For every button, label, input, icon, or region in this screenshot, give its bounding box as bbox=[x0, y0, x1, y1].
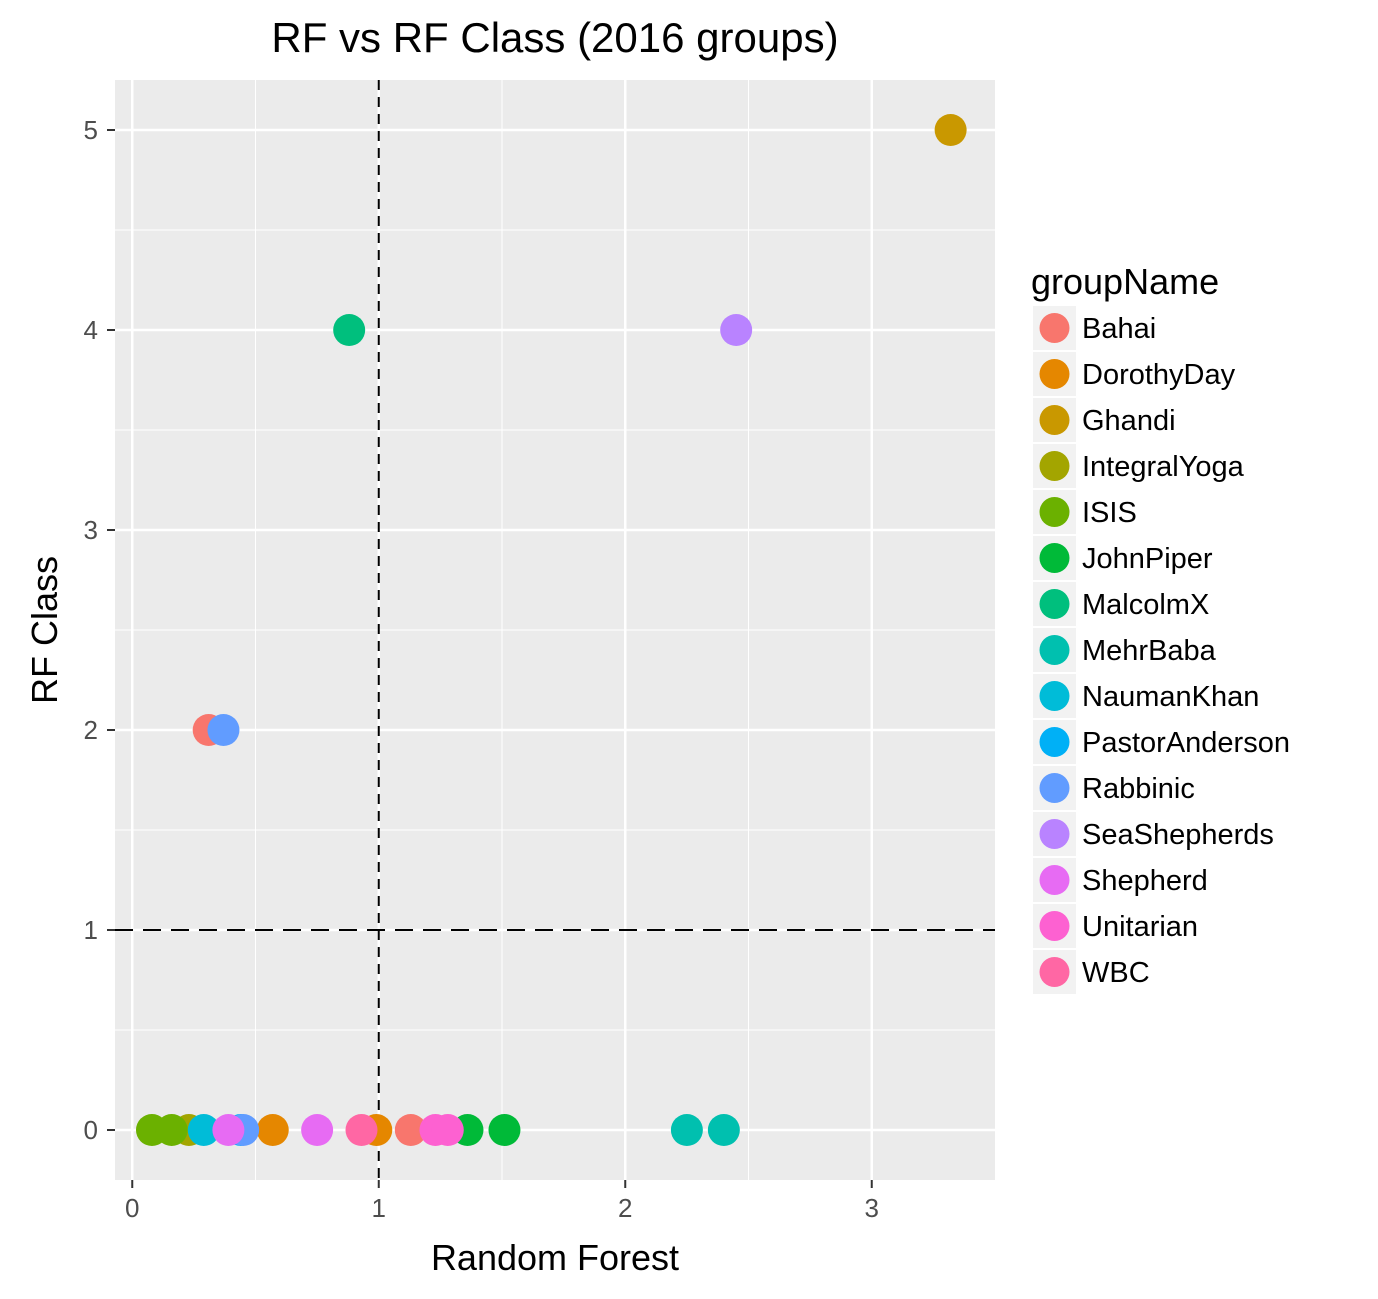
legend-label: MehrBaba bbox=[1082, 635, 1217, 667]
legend-key-rabbinic bbox=[1039, 773, 1070, 803]
data-point-shepherd bbox=[301, 1114, 334, 1146]
legend-key-isis bbox=[1039, 497, 1070, 527]
legend-key-dorothyday bbox=[1039, 359, 1070, 389]
data-point-mehrbaba bbox=[707, 1114, 740, 1146]
legend-key-seashepherds bbox=[1039, 819, 1070, 849]
data-point-mehrbaba bbox=[670, 1114, 703, 1146]
x-tick-label: 2 bbox=[618, 1193, 632, 1223]
data-point-johnpiper bbox=[488, 1114, 521, 1146]
y-tick-label: 2 bbox=[84, 715, 98, 745]
legend-label: PastorAnderson bbox=[1082, 727, 1290, 759]
x-axis-title: Random Forest bbox=[431, 1237, 679, 1278]
y-tick-label: 1 bbox=[84, 915, 98, 945]
legend-key-malcolmx bbox=[1039, 589, 1070, 619]
legend-key-integralyoga bbox=[1039, 451, 1070, 481]
legend-key-shepherd bbox=[1039, 865, 1070, 895]
y-tick-label: 5 bbox=[84, 115, 98, 145]
legend-key-naumankhan bbox=[1039, 681, 1070, 711]
legend-items: Bahai DorothyDay Ghandi IntegralYoga ISIS Joh… bbox=[1033, 306, 1290, 994]
data-point-malcolmx bbox=[333, 314, 366, 346]
y-axis: 0 1 2 3 4 5 bbox=[84, 115, 115, 1145]
legend: groupName Bahai DorothyDay Ghandi IntegralY… bbox=[1031, 261, 1290, 994]
data-point-unitarian bbox=[431, 1114, 464, 1146]
data-point-wbc bbox=[345, 1114, 378, 1146]
data-point-rabbinic bbox=[207, 714, 240, 746]
legend-label: IntegralYoga bbox=[1082, 451, 1245, 483]
legend-key-ghandi bbox=[1039, 405, 1070, 435]
data-point-ghandi bbox=[934, 114, 967, 146]
legend-label: Bahai bbox=[1082, 313, 1156, 345]
data-point-seashepherds bbox=[720, 314, 753, 346]
data-point-naumankhan bbox=[187, 1114, 220, 1146]
x-tick-label: 1 bbox=[372, 1193, 386, 1223]
legend-label: DorothyDay bbox=[1082, 359, 1236, 391]
legend-label: ISIS bbox=[1082, 497, 1137, 529]
legend-key-pastoranderson bbox=[1039, 727, 1070, 757]
legend-label: MalcolmX bbox=[1082, 589, 1209, 621]
x-axis: 0 1 2 3 bbox=[125, 1180, 879, 1223]
legend-key-wbc bbox=[1039, 957, 1070, 987]
data-point-dorothyday bbox=[256, 1114, 289, 1146]
legend-key-unitarian bbox=[1039, 911, 1070, 941]
reference-lines bbox=[115, 80, 995, 1180]
legend-label: SeaShepherds bbox=[1082, 819, 1274, 851]
legend-key-bahai bbox=[1039, 313, 1070, 343]
legend-key-mehrbaba bbox=[1039, 635, 1070, 665]
legend-label: Ghandi bbox=[1082, 405, 1176, 437]
legend-label: NaumanKhan bbox=[1082, 681, 1259, 713]
data-point-isis bbox=[155, 1114, 188, 1146]
data-points bbox=[135, 114, 967, 1146]
y-tick-label: 4 bbox=[84, 315, 98, 345]
y-tick-label: 0 bbox=[84, 1115, 98, 1145]
legend-label: WBC bbox=[1082, 957, 1150, 989]
data-point-bahai bbox=[394, 1114, 427, 1146]
data-point-shepherd bbox=[212, 1114, 245, 1146]
legend-key-johnpiper bbox=[1039, 543, 1070, 573]
chart-title: RF vs RF Class (2016 groups) bbox=[271, 14, 838, 61]
x-tick-label: 0 bbox=[125, 1193, 139, 1223]
legend-label: Rabbinic bbox=[1082, 773, 1195, 805]
y-axis-title: RF Class bbox=[24, 556, 65, 704]
legend-title: groupName bbox=[1031, 261, 1219, 302]
legend-label: Shepherd bbox=[1082, 865, 1208, 897]
y-tick-label: 3 bbox=[84, 515, 98, 545]
legend-label: Unitarian bbox=[1082, 911, 1198, 943]
x-tick-label: 3 bbox=[865, 1193, 879, 1223]
legend-label: JohnPiper bbox=[1082, 543, 1213, 575]
